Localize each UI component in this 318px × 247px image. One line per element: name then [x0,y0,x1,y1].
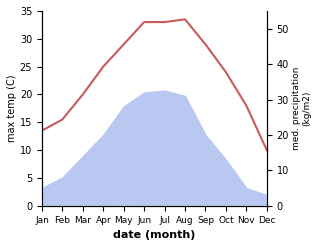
X-axis label: date (month): date (month) [113,230,196,240]
Y-axis label: max temp (C): max temp (C) [7,75,17,142]
Y-axis label: med. precipitation
(kg/m2): med. precipitation (kg/m2) [292,67,311,150]
